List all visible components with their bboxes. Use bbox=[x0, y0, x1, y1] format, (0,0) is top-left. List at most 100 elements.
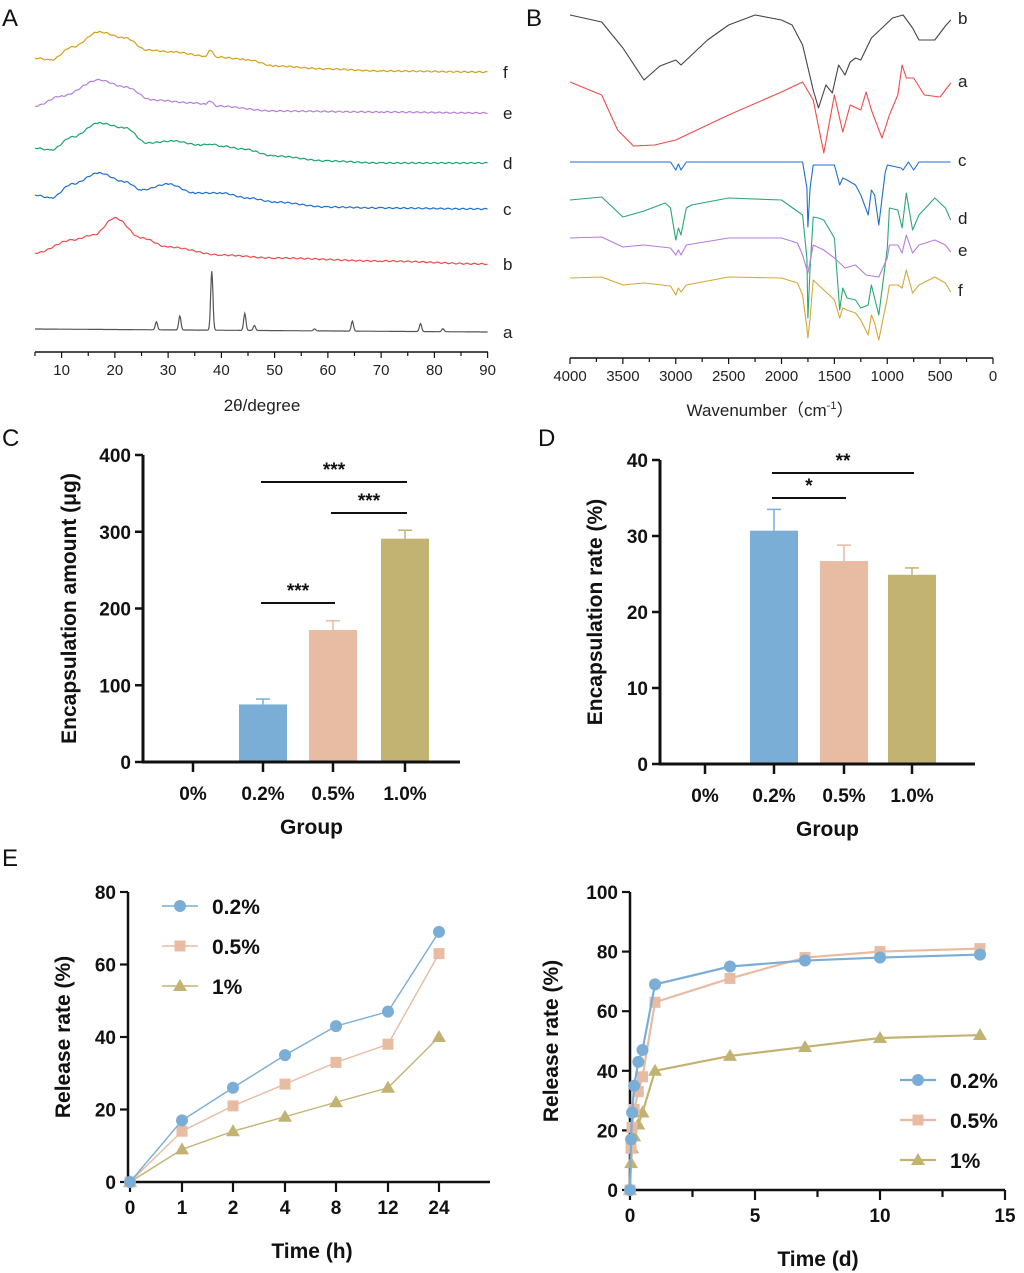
ftir-trace-f bbox=[569, 269, 952, 341]
x-tick-label-c: 0% bbox=[179, 784, 207, 805]
data-point-circle bbox=[874, 951, 886, 964]
x-tick-label-e-right: 5 bbox=[750, 1206, 761, 1227]
xrd-trace-e bbox=[34, 78, 488, 115]
x-tick-label-e-right: 0 bbox=[625, 1206, 636, 1227]
data-point-circle bbox=[626, 1106, 639, 1119]
x-tick-label-e-left: 8 bbox=[331, 1198, 342, 1219]
data-point-triangle bbox=[973, 1028, 987, 1041]
trace-label-b: b bbox=[958, 9, 967, 28]
bar-1.0% bbox=[888, 574, 936, 764]
x-tick-label-d: 0% bbox=[691, 786, 719, 807]
y-tick-label-e-right: 20 bbox=[597, 1121, 618, 1142]
legend-marker-circle bbox=[174, 900, 186, 912]
significance-label: * bbox=[805, 476, 813, 497]
y-tick-label-e-right: 100 bbox=[586, 883, 618, 904]
y-axis-label-e-right: Release rate (%) bbox=[540, 960, 563, 1122]
data-point-circle bbox=[799, 954, 811, 967]
y-tick-label-e-right: 60 bbox=[597, 1002, 618, 1023]
x-tick-label-c: 0.5% bbox=[311, 784, 354, 805]
y-tick-label-e-left: 0 bbox=[105, 1173, 116, 1194]
x-tick-label-b: 2500 bbox=[712, 368, 745, 385]
ftir-trace-d bbox=[569, 192, 952, 319]
bar-0.5% bbox=[309, 629, 357, 762]
data-point-square bbox=[279, 1078, 291, 1090]
x-tick-label-c: 1.0% bbox=[383, 784, 426, 805]
data-point-triangle bbox=[798, 1039, 812, 1052]
data-point-circle bbox=[649, 978, 661, 991]
legend-label-0.5%: 0.5% bbox=[950, 1110, 998, 1133]
xrd-trace-b bbox=[34, 216, 488, 266]
data-point-triangle bbox=[381, 1080, 395, 1093]
significance-label: *** bbox=[287, 581, 310, 602]
data-point-square bbox=[637, 1071, 648, 1083]
legend-marker-square bbox=[174, 940, 186, 952]
y-tick-label-e-left: 20 bbox=[95, 1101, 116, 1122]
x-tick-label-a: 30 bbox=[160, 362, 177, 379]
trace-label-f: f bbox=[958, 281, 963, 300]
significance-label: *** bbox=[323, 460, 346, 481]
y-tick-label-e-left: 40 bbox=[95, 1028, 116, 1049]
legend-label-0.2%: 0.2% bbox=[950, 1070, 998, 1093]
panel-letter-a: A bbox=[2, 5, 18, 32]
x-tick-label-a: 50 bbox=[266, 362, 283, 379]
x-tick-label-a: 20 bbox=[107, 362, 124, 379]
data-point-circle bbox=[279, 1049, 291, 1062]
data-point-triangle bbox=[329, 1095, 343, 1108]
x-tick-label-b: 1000 bbox=[871, 368, 904, 385]
x-tick-label-b: 2000 bbox=[765, 368, 798, 385]
data-point-triangle bbox=[175, 1142, 189, 1155]
y-tick-label-d: 20 bbox=[627, 603, 648, 624]
legend-label-1%: 1% bbox=[212, 976, 243, 999]
data-point-circle bbox=[124, 1176, 136, 1188]
significance-label: ** bbox=[836, 451, 851, 472]
panel-letter-b: B bbox=[526, 5, 542, 32]
data-point-circle bbox=[176, 1114, 188, 1127]
y-tick-label-e-right: 80 bbox=[597, 943, 618, 964]
bar-0.2% bbox=[239, 704, 287, 762]
y-tick-label-c: 300 bbox=[99, 523, 131, 544]
xrd-trace-f bbox=[34, 30, 488, 74]
data-point-square bbox=[227, 1100, 239, 1112]
x-tick-label-a: 90 bbox=[479, 362, 496, 379]
data-point-triangle bbox=[873, 1031, 887, 1044]
legend-marker-triangle bbox=[173, 979, 187, 991]
legend-label-0.2%: 0.2% bbox=[212, 896, 260, 919]
ftir-trace-e bbox=[569, 234, 952, 278]
y-axis-label-d: Encapsulation rate (%) bbox=[584, 499, 607, 725]
data-point-square bbox=[176, 1125, 188, 1137]
x-axis-label-c: Group bbox=[280, 816, 343, 839]
data-point-square bbox=[330, 1056, 342, 1068]
x-tick-label-e-left: 0 bbox=[125, 1198, 136, 1219]
ftir-trace-b bbox=[569, 14, 952, 109]
data-point-circle bbox=[636, 1043, 649, 1056]
x-tick-label-d: 1.0% bbox=[890, 786, 933, 807]
x-tick-label-e-right: 15 bbox=[994, 1206, 1016, 1227]
xrd-trace-c bbox=[34, 171, 488, 211]
y-tick-label-d: 40 bbox=[627, 451, 648, 472]
x-tick-label-a: 70 bbox=[373, 362, 390, 379]
y-tick-label-d: 0 bbox=[637, 755, 648, 776]
trace-label-f: f bbox=[503, 63, 508, 82]
x-axis-label-d: Group bbox=[796, 818, 859, 841]
y-tick-label-e-left: 60 bbox=[95, 956, 116, 977]
y-tick-label-c: 100 bbox=[99, 676, 131, 697]
data-point-circle bbox=[624, 1184, 636, 1196]
x-tick-label-b: 1500 bbox=[818, 368, 851, 385]
legend-marker-circle bbox=[912, 1074, 924, 1086]
data-point-circle bbox=[628, 1079, 641, 1092]
data-point-circle bbox=[227, 1081, 239, 1094]
x-tick-label-b: 4000 bbox=[553, 368, 586, 385]
trace-label-d: d bbox=[503, 154, 512, 173]
data-point-circle bbox=[724, 960, 736, 973]
data-point-square bbox=[382, 1038, 394, 1050]
data-point-square bbox=[649, 996, 661, 1008]
bar-0.2% bbox=[750, 530, 798, 764]
y-tick-label-c: 0 bbox=[120, 753, 131, 774]
x-tick-label-b: 3500 bbox=[606, 368, 639, 385]
series-line-0.2% bbox=[628, 953, 981, 1191]
legend-marker-square bbox=[912, 1114, 924, 1126]
legend-marker-triangle bbox=[911, 1153, 925, 1165]
data-point-triangle bbox=[226, 1124, 240, 1137]
x-tick-label-d: 0.5% bbox=[822, 786, 865, 807]
